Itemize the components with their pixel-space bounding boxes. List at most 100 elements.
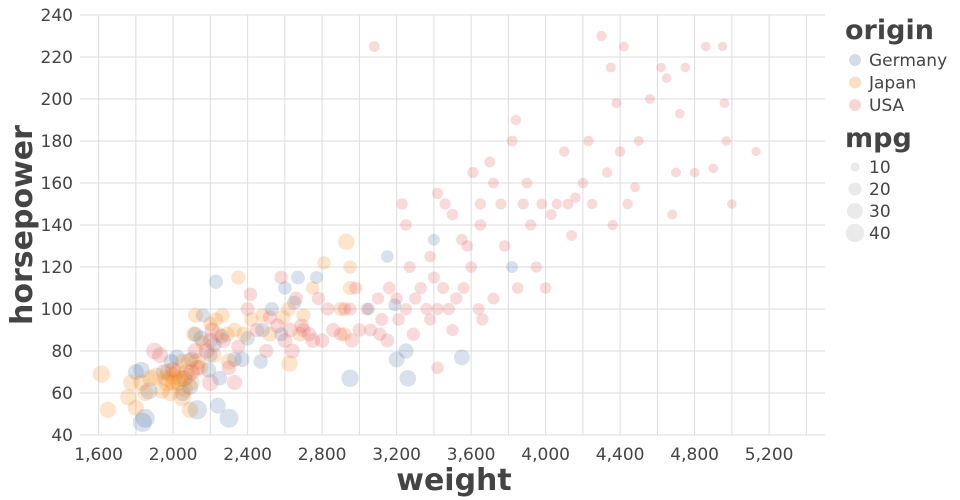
data-point-usa [349,281,363,295]
data-point-usa [243,287,258,302]
data-point-usa [270,318,285,334]
data-point-japan [203,316,218,331]
data-point-usa [439,198,451,210]
data-point-germany [193,330,209,347]
data-point-usa [240,302,255,316]
x-tick-label: 1,600 [74,445,123,465]
size-legend-swatch [850,162,860,172]
data-point-japan [183,374,200,391]
data-point-usa [320,302,335,316]
data-point-usa [474,219,487,231]
data-point-usa [305,333,321,348]
data-point-usa [601,167,613,178]
data-point-usa [431,361,444,375]
data-point-usa [545,209,557,220]
data-point-usa [618,41,629,52]
data-point-usa [605,62,616,73]
x-tick-label: 3,200 [372,445,421,465]
data-point-usa [373,327,387,341]
data-point-germany [195,308,211,323]
size-legend-swatch [845,223,865,243]
data-point-japan [333,301,348,317]
data-point-japan [206,347,222,363]
data-point-usa [525,219,537,231]
data-point-usa [311,291,326,306]
data-point-usa [202,332,218,349]
data-point-japan [317,255,331,270]
data-point-germany [175,369,193,387]
data-point-usa [539,282,552,294]
data-point-usa [262,310,278,325]
data-point-usa [717,41,728,52]
data-point-usa [380,333,395,348]
data-point-japan [175,380,193,398]
data-point-usa [301,326,317,342]
data-point-usa [414,281,427,295]
data-point-usa [721,136,732,146]
x-tick-label: 2,800 [298,445,347,465]
points-layer [92,30,761,433]
data-point-japan [180,353,198,370]
data-point-usa [667,209,678,220]
data-point-usa [152,347,169,364]
data-point-germany [290,270,305,285]
data-point-germany [380,250,394,263]
data-point-usa [511,282,524,294]
data-point-germany [133,361,150,379]
data-point-usa [559,146,570,157]
data-point-usa [364,323,378,337]
data-point-germany [234,351,250,368]
data-point-japan [123,374,140,391]
data-point-japan [157,370,174,387]
data-point-usa [344,333,360,348]
data-point-usa [437,282,450,294]
data-point-japan [147,367,165,385]
data-point-usa [406,327,421,341]
data-point-usa [215,332,231,349]
data-point-germany [156,364,172,380]
size-legend-label: 10 [869,158,891,178]
data-point-japan [275,310,291,325]
legend-label-japan: Japan [868,74,916,94]
data-point-usa [231,339,246,354]
data-point-usa [607,219,618,231]
data-point-usa [392,313,405,326]
data-point-usa [611,98,622,109]
size-legend-title: mpg [845,123,912,154]
data-point-usa [284,343,300,359]
data-point-usa [596,30,607,42]
x-tick-label: 5,200 [745,445,794,465]
data-point-germany [253,354,268,369]
data-point-japan [168,363,185,381]
data-point-germany [187,400,207,420]
y-tick-label: 180 [41,132,73,152]
data-point-japan [244,312,259,327]
y-tick-label: 60 [51,384,73,404]
data-point-germany [140,382,158,400]
data-point-usa [343,302,357,316]
data-point-usa [517,198,529,210]
data-point-usa [274,270,288,285]
data-point-japan [192,359,209,376]
size-legend-swatch [847,203,863,219]
data-point-usa [399,302,413,316]
data-point-usa [536,198,548,210]
data-point-germany [206,337,222,353]
data-point-japan [227,322,242,338]
data-point-usa [487,292,500,305]
data-point-usa [467,166,479,179]
data-point-usa [719,98,730,109]
data-point-usa [396,198,408,210]
data-point-usa [751,146,761,157]
data-point-germany [174,384,191,402]
data-point-japan [173,388,192,407]
data-point-germany [274,327,289,342]
data-point-japan [231,270,246,285]
data-point-usa [189,359,206,376]
data-point-germany [310,271,324,284]
data-point-usa [622,198,633,210]
data-point-japan [210,326,226,342]
data-point-germany [209,397,226,414]
data-point-usa [577,177,589,189]
data-point-usa [461,240,474,252]
